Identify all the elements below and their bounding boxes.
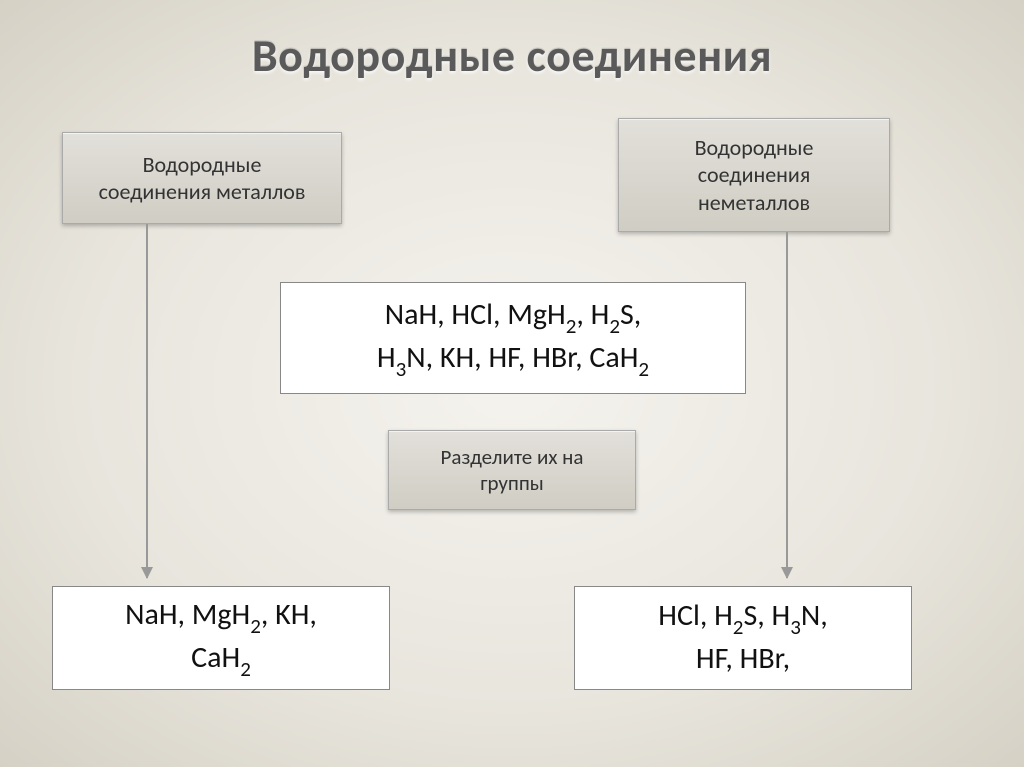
metals-header-box: Водородные соединения металлов [62, 132, 342, 224]
nonmetals-header-box: Водородные соединения неметаллов [618, 118, 890, 232]
metals-header-line2: соединения металлов [99, 178, 306, 206]
all-formulas-text: NaH, HCl, MgH2, H2S,H3N, KH, HF, HBr, Ca… [377, 295, 649, 382]
nonmetals-formulas-text: HCl, H2S, H3N,HF, HBr, [658, 596, 827, 680]
all-formulas-box: NaH, HCl, MgH2, H2S,H3N, KH, HF, HBr, Ca… [280, 282, 746, 394]
metals-formulas-box: NaH, MgH2, KH,CaH2 [52, 586, 390, 690]
instruction-line2: группы [480, 470, 544, 496]
nonmetals-header-line2: соединения [698, 161, 811, 189]
metals-formulas-text: NaH, MgH2, KH,CaH2 [125, 595, 317, 682]
nonmetals-header-line3: неметаллов [698, 189, 810, 217]
right-arrow [786, 232, 788, 578]
left-arrow [146, 224, 148, 578]
instruction-box: Разделите их на группы [388, 430, 636, 510]
instruction-line1: Разделите их на [441, 444, 584, 470]
metals-header-line1: Водородные [143, 151, 262, 179]
nonmetals-header-line1: Водородные [695, 134, 814, 162]
page-title: Водородные соединения [0, 0, 1024, 84]
nonmetals-formulas-box: HCl, H2S, H3N,HF, HBr, [574, 586, 912, 690]
